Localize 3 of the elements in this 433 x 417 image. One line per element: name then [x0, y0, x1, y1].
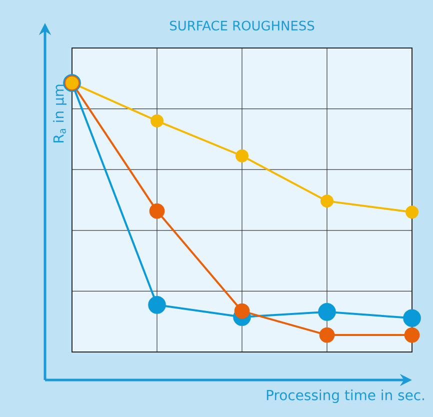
y-axis-title: R$_{a}$ in µm: [52, 84, 66, 142]
chart-title: SURFACE ROUGHNESS: [170, 20, 314, 31]
x-axis-title: Processing time in sec.: [266, 390, 424, 404]
